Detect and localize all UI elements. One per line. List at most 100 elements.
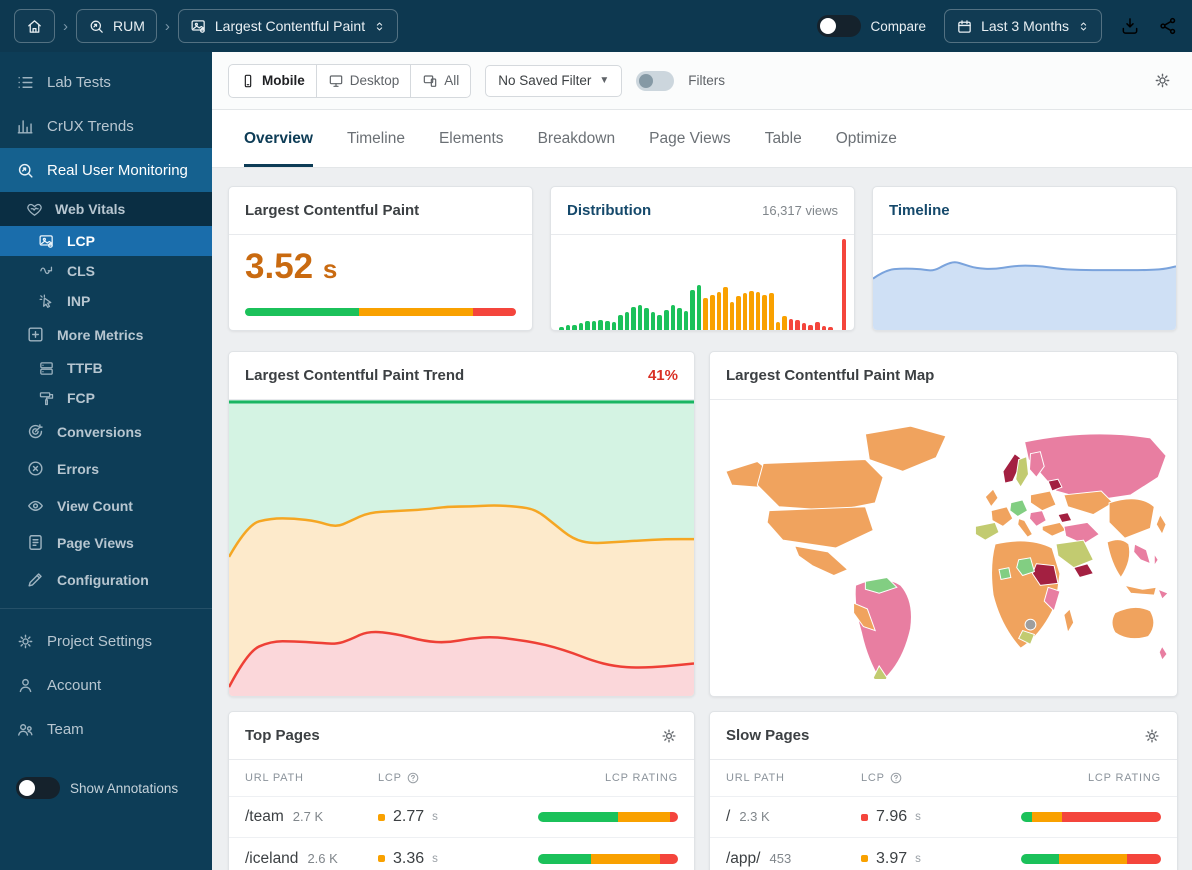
tab-overview[interactable]: Overview	[244, 130, 313, 167]
table-row[interactable]: /team 2.7 K 2.77 s	[229, 797, 694, 838]
all-devices-icon	[424, 74, 437, 87]
people-icon	[18, 723, 33, 736]
shift-wave-icon	[40, 266, 53, 274]
home-button[interactable]	[14, 9, 55, 43]
lcp-value: 3.36	[393, 849, 425, 867]
desktop-icon	[329, 74, 343, 87]
table-row[interactable]: /iceland 2.6 K 3.36 s	[229, 838, 694, 870]
sidebar-item-account[interactable]: Account	[0, 663, 212, 707]
help-icon[interactable]	[406, 771, 420, 785]
world-choropleth-map[interactable]	[718, 417, 1170, 679]
sidebar-item-cls[interactable]: CLS	[0, 256, 212, 286]
sidebar-item-team[interactable]: Team	[0, 707, 212, 751]
sidebar-item-fcp[interactable]: FCP	[0, 383, 212, 413]
column-lcp-rating: LCP RATING	[1088, 772, 1161, 784]
lcp-trend-card: Largest Contentful Paint Trend 41%	[228, 351, 695, 697]
top-bar: › RUM › Largest Contentful Paint Compare…	[0, 0, 1192, 52]
card-title: Largest Contentful Paint Map	[726, 367, 935, 384]
content-area: Largest Contentful Paint 3.52 s Distribu…	[212, 168, 1192, 870]
sidebar-item-label: Conversions	[57, 423, 142, 440]
device-label: Mobile	[262, 73, 305, 88]
column-lcp: LCP	[861, 771, 999, 785]
select-chevrons-icon	[376, 21, 383, 31]
sidebar-item-lab-tests[interactable]: Lab Tests	[0, 60, 212, 104]
tab-breakdown[interactable]: Breakdown	[537, 130, 616, 147]
tab-elements[interactable]: Elements	[438, 130, 504, 147]
table-row[interactable]: /app/453 3.97 s	[710, 838, 1177, 870]
share-button[interactable]	[1158, 16, 1178, 36]
sidebar-item-lcp[interactable]: LCP	[0, 226, 212, 256]
column-url-path: URL PATH	[245, 772, 304, 784]
sidebar-item-crux-trends[interactable]: CrUX Trends	[0, 104, 212, 148]
sidebar: Lab Tests CrUX Trends Real User Monitori…	[0, 52, 212, 870]
card-title: Largest Contentful Paint	[245, 202, 420, 219]
compare-toggle[interactable]	[816, 15, 861, 37]
target-icon	[28, 424, 43, 439]
error-circle-icon	[28, 461, 43, 476]
breadcrumb-rum-button[interactable]: RUM	[76, 9, 157, 43]
sidebar-item-project-settings[interactable]: Project Settings	[0, 619, 212, 663]
device-label: All	[444, 73, 460, 88]
slow-pages-card: Slow Pages URL PATH LCP LCP RATING / 2.3 …	[709, 711, 1178, 870]
tab-page-views[interactable]: Page Views	[649, 130, 731, 147]
sidebar-item-label: Web Vitals	[55, 201, 126, 217]
sidebar-item-label: TTFB	[67, 360, 103, 376]
metric-select[interactable]: Largest Contentful Paint	[177, 9, 399, 43]
view-count: 2.6 K	[307, 850, 338, 866]
lcp-summary-card: Largest Contentful Paint 3.52 s	[228, 186, 533, 331]
document-icon	[29, 535, 42, 550]
sidebar-item-more-metrics[interactable]: More Metrics	[0, 316, 212, 353]
date-range-select[interactable]: Last 3 Months	[944, 9, 1102, 43]
toggle-knob	[819, 18, 836, 34]
url-path: /	[726, 808, 731, 825]
show-annotations-toggle[interactable]	[16, 777, 60, 799]
plus-square-icon	[28, 327, 43, 342]
saved-filter-label: No Saved Filter	[498, 73, 592, 88]
sidebar-item-label: Configuration	[57, 571, 149, 588]
pencil-icon	[28, 573, 42, 587]
table-row[interactable]: /2.3 K 7.96 s	[710, 797, 1177, 838]
sidebar-item-errors[interactable]: Errors	[0, 450, 212, 487]
sidebar-item-page-views[interactable]: Page Views	[0, 524, 212, 561]
tab-optimize[interactable]: Optimize	[835, 130, 897, 147]
sidebar-item-inp[interactable]: INP	[0, 286, 212, 316]
device-desktop-button[interactable]: Desktop	[315, 64, 411, 97]
sidebar-item-label: More Metrics	[57, 326, 144, 343]
saved-filter-dropdown[interactable]: No Saved Filter ▼	[485, 64, 623, 97]
views-count: 16,317 views	[762, 203, 838, 218]
sidebar-item-real-user-monitoring[interactable]: Real User Monitoring	[0, 148, 212, 192]
lcp-value: 7.96	[876, 808, 908, 825]
sidebar-item-label: Account	[47, 676, 102, 694]
filters-toggle[interactable]	[636, 70, 675, 91]
sidebar-item-web-vitals[interactable]: Web Vitals	[0, 192, 212, 226]
tab-timeline[interactable]: Timeline	[346, 130, 405, 147]
filter-settings-gear-icon[interactable]	[1153, 71, 1172, 90]
toggle-knob	[19, 780, 35, 796]
sidebar-item-configuration[interactable]: Configuration	[0, 561, 212, 598]
download-button[interactable]	[1120, 16, 1140, 36]
breadcrumb-chevron-icon: ›	[63, 17, 68, 35]
help-icon[interactable]	[889, 771, 903, 785]
sidebar-item-ttfb[interactable]: TTFB	[0, 353, 212, 383]
view-count: 453	[769, 850, 792, 866]
column-lcp: LCP	[378, 771, 516, 785]
sidebar-item-label: Real User Monitoring	[47, 161, 188, 179]
sidebar-divider	[0, 608, 212, 609]
distribution-histogram	[551, 235, 854, 330]
card-settings-gear-icon[interactable]	[660, 727, 678, 745]
calendar-icon	[958, 19, 971, 33]
card-title: Timeline	[889, 202, 950, 219]
lcp-map-card: Largest Contentful Paint Map	[709, 351, 1178, 697]
device-mobile-button[interactable]: Mobile	[229, 65, 316, 97]
eye-icon	[28, 500, 43, 511]
device-all-button[interactable]: All	[410, 64, 470, 97]
timeline-area-chart	[873, 235, 1176, 330]
sidebar-item-view-count[interactable]: View Count	[0, 487, 212, 524]
sidebar-item-label: Errors	[57, 460, 100, 477]
sidebar-item-conversions[interactable]: Conversions	[0, 413, 212, 450]
distribution-card: Distribution 16,317 views	[550, 186, 855, 331]
sidebar-item-label: CrUX Trends	[47, 117, 134, 135]
card-settings-gear-icon[interactable]	[1143, 727, 1161, 745]
metric-select-label: Largest Contentful Paint	[214, 18, 366, 34]
tab-table[interactable]: Table	[764, 130, 802, 147]
